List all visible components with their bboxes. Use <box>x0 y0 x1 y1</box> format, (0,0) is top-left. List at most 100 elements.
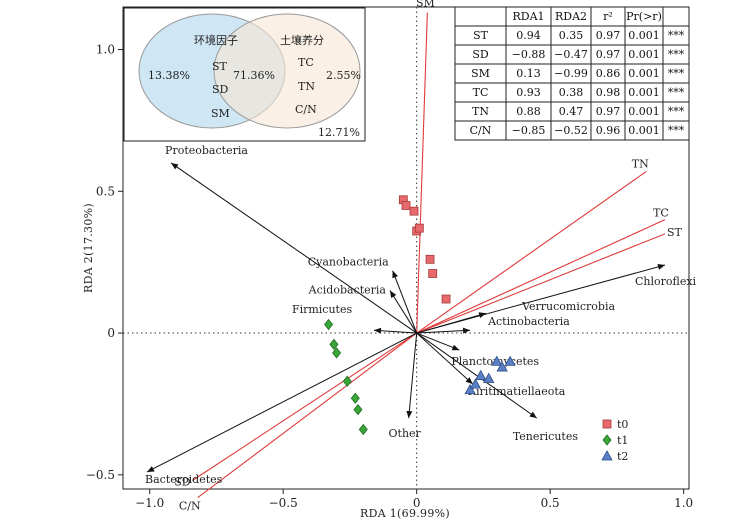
env-vector-label-sm: SM <box>416 0 435 10</box>
point-t0 <box>425 254 435 264</box>
species-arrowhead-proteobacteria <box>171 162 179 170</box>
stats-table-cell: C/N <box>470 124 492 137</box>
species-label-bacteroidetes: Bacteroidetes <box>145 473 223 486</box>
species-vector-cyanobacteria <box>392 270 418 334</box>
legend: t0 t1 t2 <box>601 418 628 463</box>
x-tick-label: 1.0 <box>674 496 693 510</box>
species-arrowhead-tenericutes <box>529 411 537 419</box>
venn-left-member-2: SD <box>212 83 229 96</box>
x-tick-label: 0 <box>413 496 421 510</box>
stats-table-cell: *** <box>668 86 685 99</box>
species-arrowhead-bacteroidetes <box>147 466 155 472</box>
venn-right-member-3: C/N <box>295 103 317 116</box>
point-t0 <box>414 223 424 233</box>
stats-table-cell: *** <box>668 105 685 118</box>
stats-table-cell: 0.86 <box>596 67 621 80</box>
species-vector-bacteroidetes <box>146 332 417 473</box>
legend-marker-t0 <box>602 419 612 429</box>
stats-table-cell: *** <box>668 67 685 80</box>
species-label-firmicutes: Firmicutes <box>292 303 353 316</box>
point-t2 <box>483 372 495 383</box>
stats-table-cell: 0.001 <box>628 124 660 137</box>
env-vector-sm <box>416 12 428 334</box>
venn-right-only: 2.55% <box>326 69 361 82</box>
stats-table-cell: 0.93 <box>516 86 541 99</box>
env-vector-c-n <box>197 332 418 498</box>
species-vector-actinobacteria <box>416 329 471 334</box>
stats-table-cell: 0.97 <box>596 29 621 42</box>
stats-table-cell: SM <box>471 67 490 80</box>
venn-residual: 12.71% <box>318 126 360 139</box>
species-vectors: Proteobacteria Cyanobacteria Acidobacteria… <box>145 144 697 486</box>
stats-table: RDA1 RDA2 r² Pr(>r) ST 0.94 0.35 0.97 0.001 *** SD… <box>454 6 690 141</box>
stats-table-cell: 0.97 <box>596 48 621 61</box>
y-axis-label: RDA 2(17.30%) <box>82 203 95 293</box>
point-t2 <box>491 355 503 366</box>
sample-points <box>324 195 516 436</box>
stats-table-cell: 0.97 <box>596 105 621 118</box>
env-vector-tn <box>416 170 647 334</box>
point-t2 <box>464 383 476 395</box>
stats-table-cell: 0.88 <box>516 105 541 118</box>
stats-table-cell: −0.99 <box>554 67 588 80</box>
point-t1 <box>353 403 363 416</box>
stats-table-cell: −0.47 <box>554 48 588 61</box>
stats-table-cell: *** <box>668 124 685 137</box>
venn-left-member-1: ST <box>212 60 228 73</box>
x-axis-ticks: −1.0 −0.5 0 0.5 1.0 <box>135 489 693 510</box>
venn-left-only: 13.38% <box>148 69 190 82</box>
y-axis-ticks: −0.5 0 0.5 1.0 <box>86 43 123 482</box>
species-vector-tenericutes <box>416 332 538 419</box>
env-vector-sd <box>192 332 417 481</box>
venn-right-member-2: TN <box>298 80 315 93</box>
species-label-acidobacteria: Acidobacteria <box>308 284 387 297</box>
venn-circle-soil-nutrient <box>213 13 361 129</box>
x-axis-label: RDA 1(69.99%) <box>360 507 450 520</box>
env-vector-label-tc: TC <box>653 207 669 220</box>
species-label-proteobacteria: Proteobacteria <box>165 144 248 157</box>
species-arrowhead-other <box>406 410 413 419</box>
venn-left-member-3: SM <box>211 107 230 120</box>
y-tick-label: −0.5 <box>86 468 115 482</box>
stats-table-cell: 0.001 <box>628 67 660 80</box>
point-t2 <box>496 361 508 372</box>
stats-table-header-cell: RDA1 <box>512 10 544 23</box>
species-arrowhead-cyanobacteria <box>392 270 398 279</box>
species-vector-kiritimatiellaeota <box>416 332 474 385</box>
y-tick-label: 0.5 <box>96 184 115 198</box>
point-t2 <box>475 369 487 380</box>
species-label-actinobacteria: Actinobacteria <box>487 315 570 328</box>
point-t2 <box>504 355 516 366</box>
environment-vectors: SM TN TC ST SD C/N <box>174 0 682 513</box>
stats-table-header-cell: Pr(>r) <box>626 10 662 23</box>
point-t0 <box>409 206 419 216</box>
y-tick-label: 0 <box>107 326 115 340</box>
point-t1 <box>342 375 352 387</box>
point-t1 <box>324 318 334 331</box>
stats-table-cell: −0.85 <box>512 124 546 137</box>
species-vector-acidobacteria <box>389 290 418 334</box>
stats-table-cell: 0.38 <box>559 86 584 99</box>
stats-table-cell: 0.98 <box>596 86 621 99</box>
stats-table-cell: 0.96 <box>596 124 621 137</box>
env-vector-label-sd: SD <box>174 475 191 488</box>
legend-marker-t2 <box>601 450 613 461</box>
env-vector-label-st: ST <box>667 226 683 239</box>
point-t0 <box>428 269 438 278</box>
stats-table-cell: 0.47 <box>559 105 584 118</box>
legend-label-t2: t2 <box>617 450 628 463</box>
stats-table-cell: TC <box>473 86 489 99</box>
species-arrowhead-verrucomicrobia <box>478 312 487 319</box>
x-tick-label: 0.5 <box>541 496 560 510</box>
stats-table-cell: TN <box>472 105 489 118</box>
x-tick-label: −1.0 <box>135 496 164 510</box>
point-t0 <box>401 201 411 210</box>
species-label-cyanobacteria: Cyanobacteria <box>308 256 389 269</box>
species-vector-verrucomicrobia <box>416 312 487 334</box>
stats-table-cell: *** <box>668 48 685 61</box>
species-arrowhead-chloroflexi <box>657 263 665 270</box>
stats-table-cell: 0.001 <box>628 29 660 42</box>
stats-table-header-cell: r² <box>603 10 613 23</box>
species-vector-firmicutes <box>373 329 417 334</box>
point-t1 <box>358 423 368 436</box>
